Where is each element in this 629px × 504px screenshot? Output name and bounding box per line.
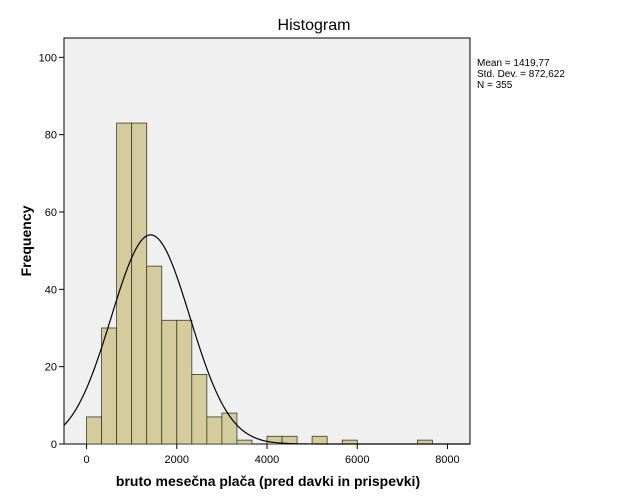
histogram-bar <box>116 122 133 445</box>
chart-title: Histogram <box>278 17 351 34</box>
x-tick-label: 4000 <box>255 454 279 466</box>
histogram-bar <box>206 416 223 445</box>
bars-group <box>86 122 433 445</box>
y-axis-label: Frequency <box>18 205 34 276</box>
axes-group: 0 20 40 60 80 100 0 2000 4000 6000 8000 <box>39 52 460 466</box>
normal-distribution-curve <box>63 234 470 445</box>
histogram-bar <box>221 412 238 445</box>
y-tick-label: 80 <box>45 130 57 142</box>
histogram-bar <box>86 416 102 445</box>
histogram-bar <box>191 373 208 445</box>
y-tick-label: 100 <box>39 52 57 64</box>
histogram-bar <box>311 435 328 445</box>
x-tick-label: 6000 <box>345 454 369 466</box>
y-tick-label: 40 <box>45 284 57 296</box>
x-axis-label: bruto mesečna plača (pred davki in prisp… <box>116 473 420 489</box>
histogram-bar <box>176 319 193 445</box>
y-tick-label: 60 <box>45 207 57 219</box>
stats-std-dev: Std. Dev. = 872,622 <box>477 69 565 80</box>
histogram-bar <box>161 319 178 445</box>
histogram-bar <box>236 439 253 445</box>
x-tick-label: 2000 <box>165 454 189 466</box>
x-tick-label: 8000 <box>435 454 459 466</box>
histogram-bar <box>101 327 118 445</box>
stats-mean: Mean = 1419,77 <box>477 58 550 69</box>
y-tick-label: 20 <box>45 362 57 374</box>
y-tick-label: 0 <box>51 439 57 451</box>
stats-n: N = 355 <box>477 80 513 91</box>
x-tick-label: 0 <box>83 454 89 466</box>
histogram-bar <box>146 265 163 445</box>
histogram-bar <box>131 122 148 445</box>
